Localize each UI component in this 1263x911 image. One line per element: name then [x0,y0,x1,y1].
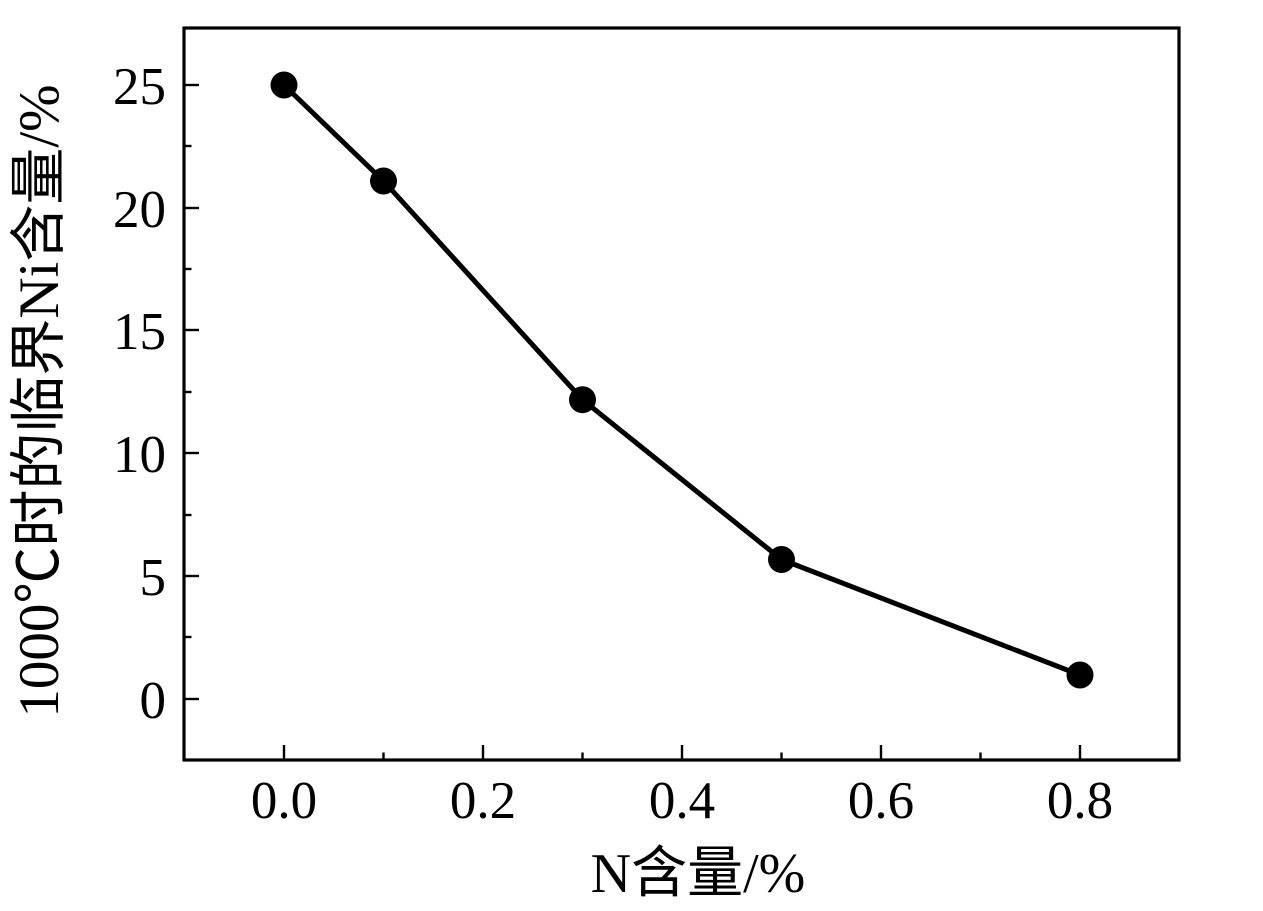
svg-text:0: 0 [140,672,167,730]
svg-text:1000℃时的临界Ni含量/%: 1000℃时的临界Ni含量/% [8,84,71,717]
svg-text:15: 15 [113,303,166,361]
svg-text:25: 25 [113,58,166,116]
svg-text:0.6: 0.6 [848,772,914,830]
svg-text:20: 20 [113,181,166,239]
svg-text:0.8: 0.8 [1047,772,1113,830]
svg-text:10: 10 [113,426,166,484]
svg-text:5: 5 [140,549,167,607]
svg-text:0.0: 0.0 [251,772,317,830]
svg-text:0.2: 0.2 [450,772,516,830]
svg-text:N含量/%: N含量/% [591,843,806,905]
svg-text:0.4: 0.4 [649,772,715,830]
